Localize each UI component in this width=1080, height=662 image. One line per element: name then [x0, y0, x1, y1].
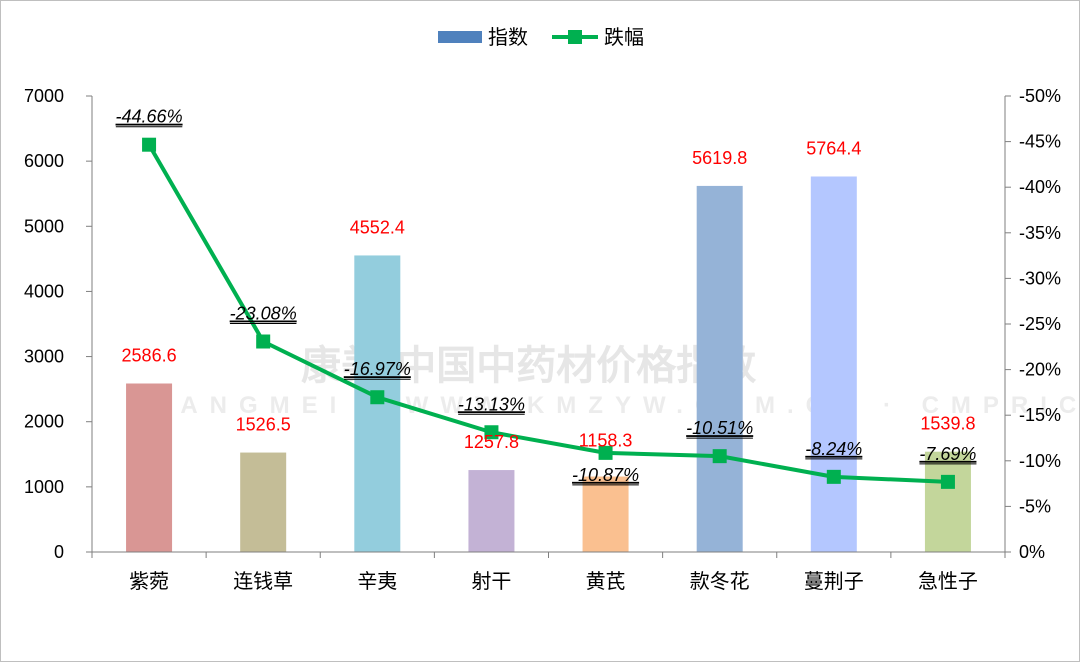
right-tick-label: -50% — [1019, 86, 1061, 106]
bar-8 — [925, 452, 971, 552]
category-label: 急性子 — [918, 569, 978, 593]
bar-value-label: 1526.5 — [236, 415, 291, 435]
bar-value-label: 1539.8 — [920, 414, 975, 434]
percent-label: -44.66% — [116, 107, 183, 127]
bar-7 — [811, 176, 857, 552]
line-point — [256, 335, 270, 349]
left-tick-label: 3000 — [24, 347, 64, 367]
left-tick-label: 6000 — [24, 151, 64, 171]
bar-1 — [126, 384, 172, 552]
bar-6 — [697, 186, 743, 552]
line-point — [142, 138, 156, 152]
percent-label: -7.69% — [919, 444, 976, 464]
left-tick-label: 4000 — [24, 281, 64, 301]
right-tick-label: -15% — [1019, 405, 1061, 425]
right-tick-label: 0% — [1019, 542, 1045, 562]
percent-label: -10.87% — [572, 465, 639, 485]
bar-2 — [240, 453, 286, 552]
category-label: 射干 — [471, 569, 511, 593]
bar-value-label: 2586.6 — [122, 346, 177, 366]
category-label: 蔓荆子 — [804, 569, 864, 593]
right-tick-label: -20% — [1019, 360, 1061, 380]
bar-value-label: 4552.4 — [350, 217, 405, 237]
bar-value-label: 5764.4 — [806, 138, 861, 158]
category-label: 款冬花 — [690, 569, 750, 593]
line-point — [713, 449, 727, 463]
category-label: 连钱草 — [233, 569, 293, 593]
right-tick-label: -5% — [1019, 496, 1051, 516]
percent-label: -16.97% — [344, 359, 411, 379]
right-tick-label: -35% — [1019, 223, 1061, 243]
right-tick-label: -10% — [1019, 451, 1061, 471]
left-tick-label: 2000 — [24, 412, 64, 432]
bar-value-label: 1158.3 — [579, 431, 633, 451]
percent-label: -8.24% — [805, 439, 862, 459]
legend-line-label: 跌幅 — [604, 25, 644, 49]
line-point — [941, 475, 955, 489]
left-tick-label: 5000 — [24, 216, 64, 236]
legend-bar-label: 指数 — [488, 25, 528, 49]
left-tick-label: 1000 — [24, 477, 64, 497]
percent-label: -10.51% — [686, 418, 753, 438]
left-tick-label: 0 — [54, 542, 64, 562]
right-tick-label: -30% — [1019, 268, 1061, 288]
line-point — [370, 390, 384, 404]
right-tick-label: -45% — [1019, 132, 1061, 152]
percent-label: -23.08% — [230, 304, 297, 324]
bar-value-label: 5619.8 — [692, 148, 747, 168]
category-label: 辛夷 — [357, 569, 397, 593]
right-tick-label: -40% — [1019, 177, 1061, 197]
bar-value-label: 1257.8 — [464, 432, 519, 452]
left-tick-label: 7000 — [24, 86, 64, 106]
percent-label: -13.13% — [458, 394, 525, 414]
category-label: 紫菀 — [129, 569, 169, 593]
legend-bar-swatch — [438, 31, 482, 43]
line-point — [827, 470, 841, 484]
category-label: 黄芪 — [586, 569, 626, 593]
right-tick-label: -25% — [1019, 314, 1061, 334]
legend-line-marker — [568, 30, 582, 44]
bar-5 — [583, 477, 629, 552]
bar-4 — [468, 470, 514, 552]
